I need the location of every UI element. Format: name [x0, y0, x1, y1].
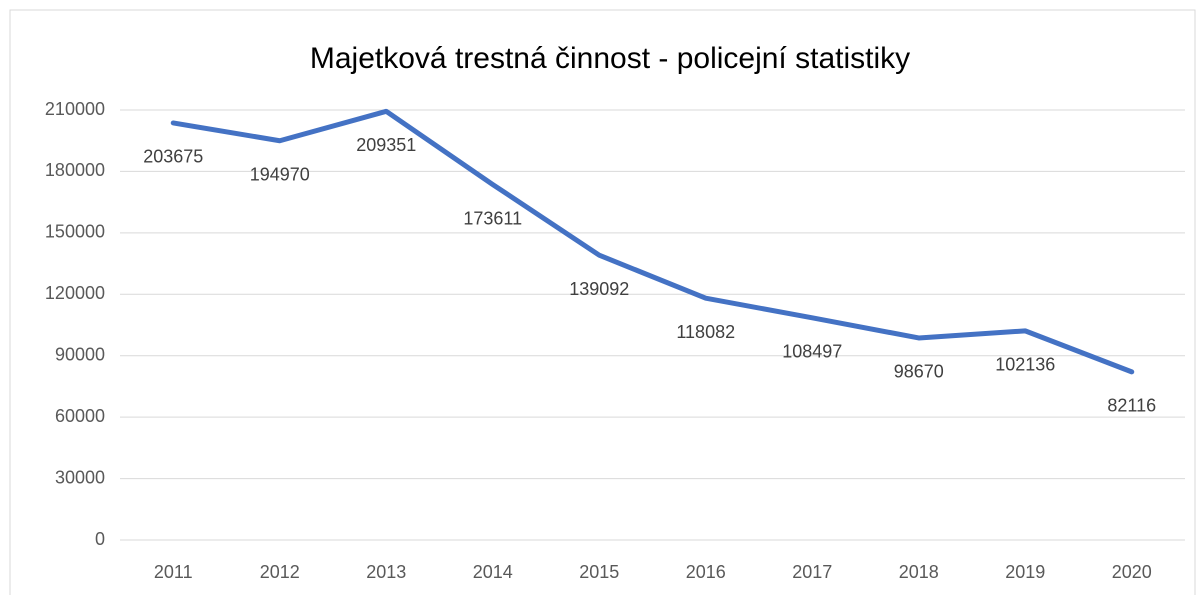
- chart-border: [9, 9, 1196, 595]
- data-label: 173611: [463, 208, 522, 228]
- chart-title: Majetková trestná činnost - policejní st…: [310, 42, 910, 75]
- y-tick-label: 60000: [55, 406, 105, 426]
- y-tick-label: 120000: [45, 283, 105, 303]
- y-tick-label: 30000: [55, 467, 105, 487]
- data-label: 82116: [1107, 396, 1156, 416]
- x-tick-label: 2015: [579, 562, 619, 582]
- data-label: 98670: [894, 362, 944, 382]
- y-tick-label: 0: [95, 529, 105, 549]
- x-tick-label: 2017: [792, 562, 832, 582]
- data-label: 203675: [143, 147, 203, 167]
- data-label: 209351: [356, 135, 416, 155]
- data-label: 139092: [569, 279, 629, 299]
- y-tick-label: 150000: [45, 222, 105, 242]
- y-tick-label: 180000: [45, 160, 105, 180]
- data-label: 118082: [676, 322, 735, 342]
- line: [170, 108, 1135, 375]
- data-label: 194970: [250, 165, 310, 185]
- x-tick-label: 2011: [154, 562, 193, 582]
- x-tick-label: 2014: [473, 562, 513, 582]
- data-label: 108497: [782, 342, 842, 362]
- x-tick-label: 2020: [1112, 562, 1152, 582]
- x-tick-label: 2013: [366, 562, 406, 582]
- y-tick-label: 90000: [55, 344, 105, 364]
- y-tick-label: 210000: [45, 99, 105, 119]
- x-tick-label: 2019: [1005, 562, 1045, 582]
- x-tick-label: 2018: [899, 562, 939, 582]
- x-tick-label: 2016: [686, 562, 726, 582]
- data-label: 102136: [995, 355, 1055, 375]
- x-tick-label: 2012: [260, 562, 300, 582]
